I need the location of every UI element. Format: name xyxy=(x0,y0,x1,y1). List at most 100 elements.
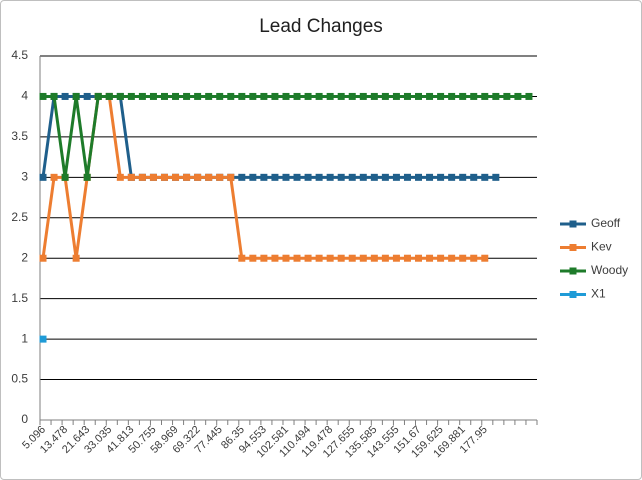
data-point xyxy=(448,92,456,100)
data-point xyxy=(304,173,312,181)
data-point xyxy=(94,92,102,100)
data-point xyxy=(39,335,47,343)
data-point xyxy=(39,254,47,262)
data-point xyxy=(326,254,334,262)
data-point xyxy=(470,254,478,262)
y-tick-label: 3 xyxy=(21,170,28,184)
data-point xyxy=(503,92,511,100)
data-point xyxy=(337,254,345,262)
data-point xyxy=(481,173,489,181)
data-point xyxy=(470,173,478,181)
data-point xyxy=(392,92,400,100)
data-point xyxy=(194,173,202,181)
data-point xyxy=(172,92,180,100)
y-tick-label: 0 xyxy=(21,412,28,426)
data-point xyxy=(50,92,58,100)
legend-label: Kev xyxy=(591,240,612,254)
data-point xyxy=(116,173,124,181)
data-point xyxy=(315,254,323,262)
data-point xyxy=(392,173,400,181)
data-point xyxy=(492,173,500,181)
data-point xyxy=(525,92,533,100)
data-point xyxy=(205,173,213,181)
data-point xyxy=(470,92,478,100)
data-point xyxy=(359,92,367,100)
y-tick-label: 2.5 xyxy=(11,210,28,224)
data-point xyxy=(160,173,168,181)
gridlines xyxy=(39,55,538,425)
data-point xyxy=(426,254,434,262)
legend: Geoff Kev Woody X1 xyxy=(560,216,628,301)
data-point xyxy=(370,254,378,262)
data-point xyxy=(116,92,124,100)
data-point xyxy=(392,254,400,262)
data-point xyxy=(61,92,69,100)
data-point xyxy=(326,92,334,100)
legend-item: X1 xyxy=(560,287,606,301)
data-point xyxy=(448,254,456,262)
data-point xyxy=(282,173,290,181)
data-point xyxy=(205,92,213,100)
data-point xyxy=(39,92,47,100)
data-point xyxy=(514,92,522,100)
data-point xyxy=(348,173,356,181)
data-point xyxy=(437,92,445,100)
data-point xyxy=(50,173,58,181)
data-point xyxy=(83,173,91,181)
data-point xyxy=(172,173,180,181)
data-point xyxy=(293,254,301,262)
data-point xyxy=(61,173,69,181)
legend-swatch-marker xyxy=(569,244,577,251)
data-point xyxy=(348,92,356,100)
series-lines xyxy=(39,92,533,343)
x-axis-ticks: 5.09613.47821.64333.03541.81350.75558.96… xyxy=(20,424,490,461)
data-point xyxy=(271,173,279,181)
data-point xyxy=(337,173,345,181)
data-point xyxy=(238,254,246,262)
legend-item: Kev xyxy=(560,240,612,254)
data-point xyxy=(403,173,411,181)
data-point xyxy=(492,92,500,100)
data-point xyxy=(194,92,202,100)
y-tick-label: 2 xyxy=(21,250,28,264)
data-point xyxy=(216,92,224,100)
data-point xyxy=(238,173,246,181)
data-point xyxy=(183,92,191,100)
data-point xyxy=(260,173,268,181)
data-point xyxy=(249,92,257,100)
data-point xyxy=(415,173,423,181)
data-point xyxy=(138,92,146,100)
y-tick-label: 1 xyxy=(21,331,28,345)
data-point xyxy=(127,173,135,181)
data-point xyxy=(227,173,235,181)
data-point xyxy=(260,92,268,100)
legend-item: Geoff xyxy=(560,216,621,230)
data-point xyxy=(149,173,157,181)
data-point xyxy=(481,92,489,100)
data-point xyxy=(72,92,80,100)
data-point xyxy=(72,254,80,262)
data-point xyxy=(481,254,489,262)
series-woody xyxy=(39,92,533,181)
data-point xyxy=(437,254,445,262)
data-point xyxy=(326,173,334,181)
data-point xyxy=(370,92,378,100)
data-point xyxy=(403,254,411,262)
data-point xyxy=(227,92,235,100)
data-point xyxy=(315,92,323,100)
data-point xyxy=(381,173,389,181)
data-point xyxy=(459,173,467,181)
data-point xyxy=(238,92,246,100)
legend-swatch-marker xyxy=(569,291,577,298)
data-point xyxy=(271,92,279,100)
data-point xyxy=(83,92,91,100)
data-point xyxy=(105,92,113,100)
data-point xyxy=(381,92,389,100)
data-point xyxy=(149,92,157,100)
data-point xyxy=(282,92,290,100)
y-tick-label: 0.5 xyxy=(11,372,28,386)
legend-label: Geoff xyxy=(591,216,621,230)
data-point xyxy=(160,92,168,100)
